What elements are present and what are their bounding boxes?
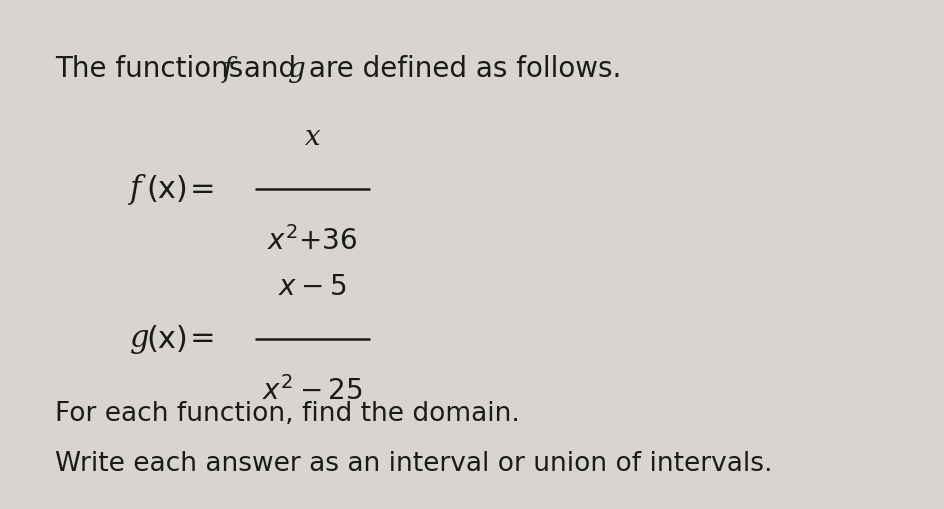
Text: $x^2$+36: $x^2$+36 <box>267 226 358 256</box>
Text: =: = <box>190 325 215 353</box>
Text: g: g <box>130 324 149 354</box>
Text: =: = <box>190 175 215 204</box>
Text: $x^2-25$: $x^2-25$ <box>262 376 362 406</box>
Text: and: and <box>235 55 305 83</box>
Text: f: f <box>223 55 233 82</box>
Text: f: f <box>130 174 142 205</box>
Text: Write each answer as an interval or union of intervals.: Write each answer as an interval or unio… <box>55 451 772 477</box>
Text: x: x <box>305 124 320 151</box>
Text: $x-5$: $x-5$ <box>278 273 346 301</box>
Text: g: g <box>287 55 305 82</box>
Text: (x): (x) <box>146 175 188 204</box>
Text: (x): (x) <box>146 325 188 353</box>
Text: are defined as follows.: are defined as follows. <box>300 55 621 83</box>
Text: For each function, find the domain.: For each function, find the domain. <box>55 401 520 427</box>
Text: The functions: The functions <box>55 55 252 83</box>
